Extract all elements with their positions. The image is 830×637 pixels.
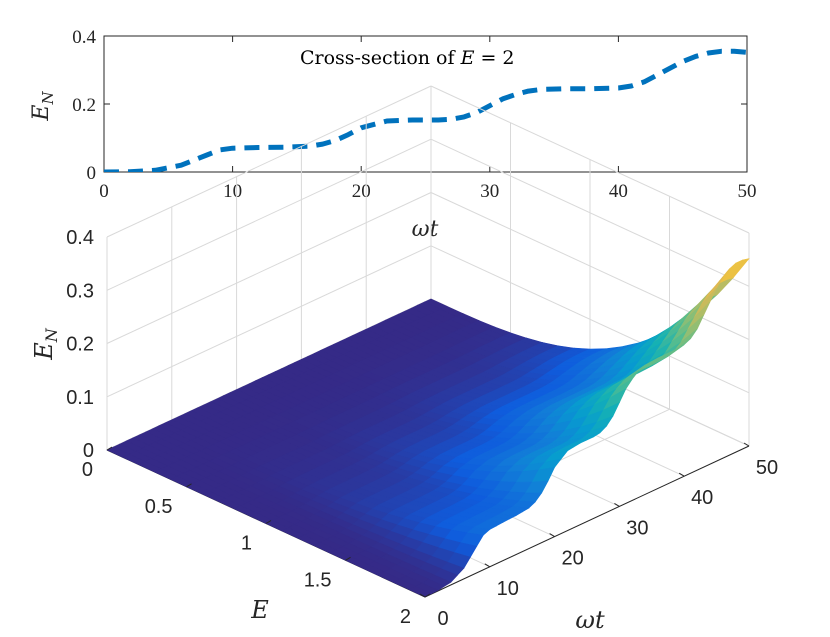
wall-grid-z (106, 85, 432, 238)
x-tick-label: 30 (480, 181, 499, 202)
wt-tick-label: 20 (561, 548, 583, 570)
y-axis-label-sub: N (39, 91, 57, 106)
wall2-grid-z (430, 245, 750, 394)
y-tick-label: 0.4 (72, 27, 96, 48)
e-tick-mark (186, 483, 192, 488)
plot-title: Cross-section of E = 2 (300, 47, 515, 69)
e-axis-label: E (250, 596, 269, 624)
wt-tick-label: 0 (437, 608, 448, 630)
z-tick-label: 0.3 (66, 280, 94, 302)
z-tick-label: 0.4 (66, 227, 94, 249)
wt-axis-line (424, 445, 750, 598)
z-axis-label: EN (30, 327, 61, 361)
wall-grid-z (106, 192, 432, 344)
surface-patch (408, 586, 433, 598)
y-axis-label-main: E (29, 105, 54, 122)
wt-tick-label: 40 (691, 487, 713, 509)
x-tick-label: 40 (609, 181, 628, 202)
e-tick-mark (345, 556, 351, 561)
x-tick-label: 10 (223, 181, 242, 202)
y-tick-label: 0 (87, 163, 97, 184)
surface-patch (693, 287, 717, 318)
e-tick-mark (265, 520, 272, 524)
z-tick-label: 0.1 (66, 387, 94, 409)
e-tick-label: 2 (400, 606, 411, 628)
wall2-grid-z (430, 85, 750, 234)
wall2-grid-z (430, 138, 750, 287)
wt-tick-label: 50 (756, 457, 778, 479)
z-tick-label: 0 (83, 440, 94, 462)
wt-tick-label: 30 (626, 517, 648, 539)
series-group (104, 48, 747, 172)
x-axis-label: ωt (412, 217, 439, 242)
wall-grid-z (106, 245, 432, 398)
wt-axis-label: ωt (575, 606, 605, 634)
wt-tick-mark (484, 563, 491, 568)
wt-tick-mark (419, 593, 426, 598)
plot-title-var: E (460, 47, 475, 69)
e-tick-label: 0 (82, 459, 93, 481)
x-tick-label: 0 (99, 181, 109, 202)
e-tick-mark (424, 593, 431, 598)
x-tick-label: 20 (352, 181, 371, 202)
cross-section-plot: 0 10 20 30 40 50 0 0.2 0.4 Cross-section of E =… (29, 27, 757, 242)
x-tick-label: 50 (738, 181, 757, 202)
y-tick-label: 0.2 (72, 95, 96, 116)
z-axis-label-main: E (30, 342, 58, 361)
plot-title-eq: = 2 (474, 47, 514, 69)
z-axis-label-sub: N (42, 327, 61, 343)
surface-mesh (106, 258, 750, 598)
y-axis-label: EN (29, 91, 57, 122)
e-tick-label: 0.5 (145, 496, 173, 518)
plot-title-prefix: Cross-section of (300, 47, 461, 69)
e-tick-mark (106, 446, 113, 451)
z-tick-label: 0.2 (66, 334, 94, 356)
cross-section-series (104, 48, 747, 172)
e-tick-label: 1 (241, 533, 252, 555)
wall-grid-z (106, 138, 432, 291)
wt-tick-mark (678, 472, 685, 477)
wt-tick-mark (743, 442, 750, 447)
e-tick-label: 1.5 (304, 569, 332, 591)
wt-tick-label: 10 (497, 578, 519, 600)
wt-tick-mark (614, 502, 620, 507)
wt-tick-mark (549, 533, 555, 538)
